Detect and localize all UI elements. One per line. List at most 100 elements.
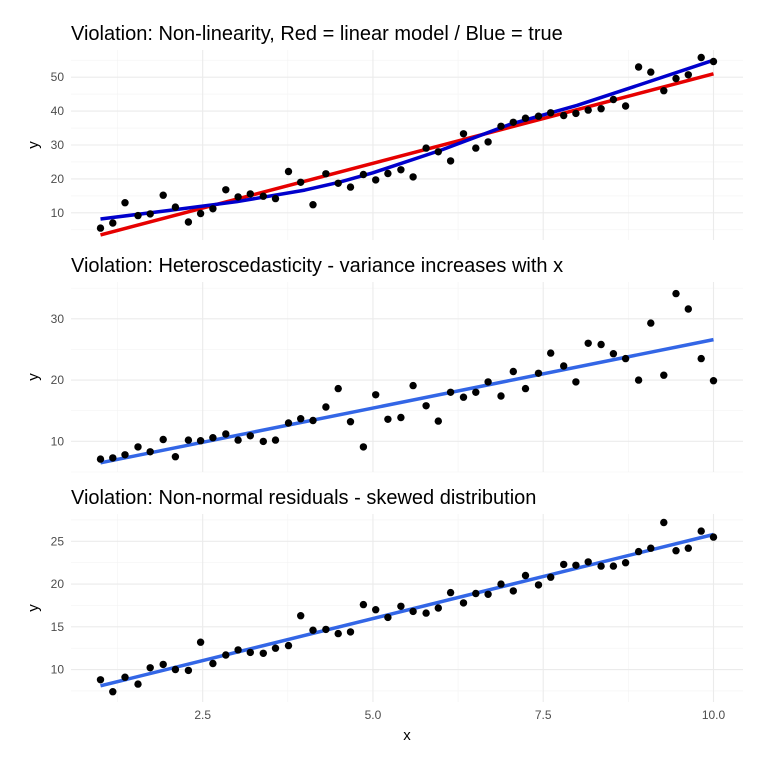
- data-point: [322, 403, 330, 411]
- data-point: [96, 676, 105, 684]
- data-point: [697, 354, 705, 363]
- data-point: [159, 435, 167, 444]
- data-point: [446, 157, 455, 165]
- data-point: [346, 418, 355, 426]
- data-point: [621, 354, 630, 363]
- data-point: [621, 559, 630, 567]
- data-point: [96, 455, 105, 463]
- data-point: [446, 588, 455, 597]
- data-point: [672, 547, 680, 555]
- data-point: [434, 148, 442, 156]
- data-point: [159, 660, 167, 669]
- data-point: [134, 680, 142, 688]
- data-point: [234, 193, 242, 201]
- panel-nonlinearity: Violation: Non-linearity, Red = linear m…: [25, 23, 743, 240]
- data-point: [547, 573, 555, 581]
- data-point: [384, 169, 392, 178]
- x-tick-label: 10.0: [702, 708, 726, 722]
- data-point: [259, 649, 267, 657]
- y-tick-label: 20: [51, 577, 65, 591]
- gridlines: [71, 50, 743, 240]
- data-point: [509, 118, 517, 127]
- data-point: [484, 590, 492, 598]
- y-tick-label: 40: [51, 104, 65, 118]
- data-point: [121, 451, 129, 459]
- data-point: [397, 413, 405, 422]
- data-point: [171, 453, 180, 461]
- data-point: [322, 625, 330, 634]
- data-point: [472, 589, 480, 598]
- data-point: [397, 602, 405, 610]
- data-point: [497, 580, 505, 588]
- y-tick-label: 25: [51, 534, 65, 548]
- data-point: [246, 648, 254, 657]
- data-point: [609, 562, 618, 570]
- data-point: [121, 673, 129, 681]
- data-points: [96, 289, 718, 463]
- data-point: [134, 443, 142, 451]
- y-tick-label: 30: [51, 138, 65, 152]
- data-point: [384, 415, 392, 423]
- data-point: [109, 454, 117, 462]
- data-point: [472, 388, 480, 396]
- data-point: [647, 319, 655, 327]
- data-point: [484, 138, 492, 146]
- data-point: [196, 638, 205, 646]
- y-tick-label: 15: [51, 620, 65, 634]
- data-point: [597, 105, 605, 113]
- data-point: [409, 607, 417, 616]
- data-point: [560, 362, 568, 370]
- data-point: [584, 558, 592, 566]
- data-point: [484, 378, 492, 386]
- data-point: [359, 600, 368, 609]
- data-point: [259, 437, 267, 446]
- gridlines: [71, 282, 743, 473]
- data-point: [346, 628, 355, 636]
- gridlines: [71, 514, 743, 702]
- data-point: [234, 436, 242, 444]
- y-tick-label: 20: [51, 373, 65, 387]
- data-point: [409, 381, 417, 390]
- data-point: [209, 434, 217, 442]
- data-point: [709, 533, 718, 541]
- data-point: [359, 443, 368, 451]
- series-line: [100, 337, 714, 465]
- data-point: [309, 626, 317, 634]
- y-tick-label: 20: [51, 172, 65, 186]
- x-tick-label: 7.5: [535, 708, 552, 722]
- data-point: [346, 183, 355, 191]
- data-point: [196, 437, 205, 445]
- data-point: [634, 547, 643, 556]
- y-tick-label: 50: [51, 70, 65, 84]
- data-point: [672, 74, 680, 83]
- panel-title: Violation: Non-normal residuals - skewed…: [71, 487, 536, 509]
- data-point: [146, 664, 154, 672]
- data-point: [334, 179, 342, 187]
- y-tick-labels: 10 20 30: [51, 312, 65, 449]
- series-line: [100, 72, 714, 237]
- data-point: [459, 393, 468, 401]
- y-tick-labels: 10 15 20 25: [51, 534, 65, 676]
- data-points: [96, 518, 718, 696]
- data-point: [246, 432, 254, 440]
- data-point: [621, 102, 630, 110]
- data-point: [96, 224, 105, 232]
- x-tick-label: 5.0: [365, 708, 382, 722]
- y-tick-labels: 10 20 30 40 50: [51, 70, 65, 220]
- data-point: [547, 349, 555, 357]
- data-point: [171, 665, 180, 674]
- panel-title: Violation: Heteroscedasticity - variance…: [71, 255, 563, 277]
- fit-lines: [100, 532, 714, 688]
- data-point: [459, 130, 468, 138]
- y-tick-label: 30: [51, 312, 65, 326]
- data-point: [297, 612, 305, 620]
- data-point: [297, 415, 305, 423]
- data-point: [534, 112, 543, 120]
- data-point: [159, 191, 167, 199]
- data-point: [384, 613, 392, 622]
- data-point: [422, 609, 430, 617]
- data-point: [434, 417, 442, 425]
- fit-lines: [100, 337, 714, 465]
- data-point: [284, 167, 293, 176]
